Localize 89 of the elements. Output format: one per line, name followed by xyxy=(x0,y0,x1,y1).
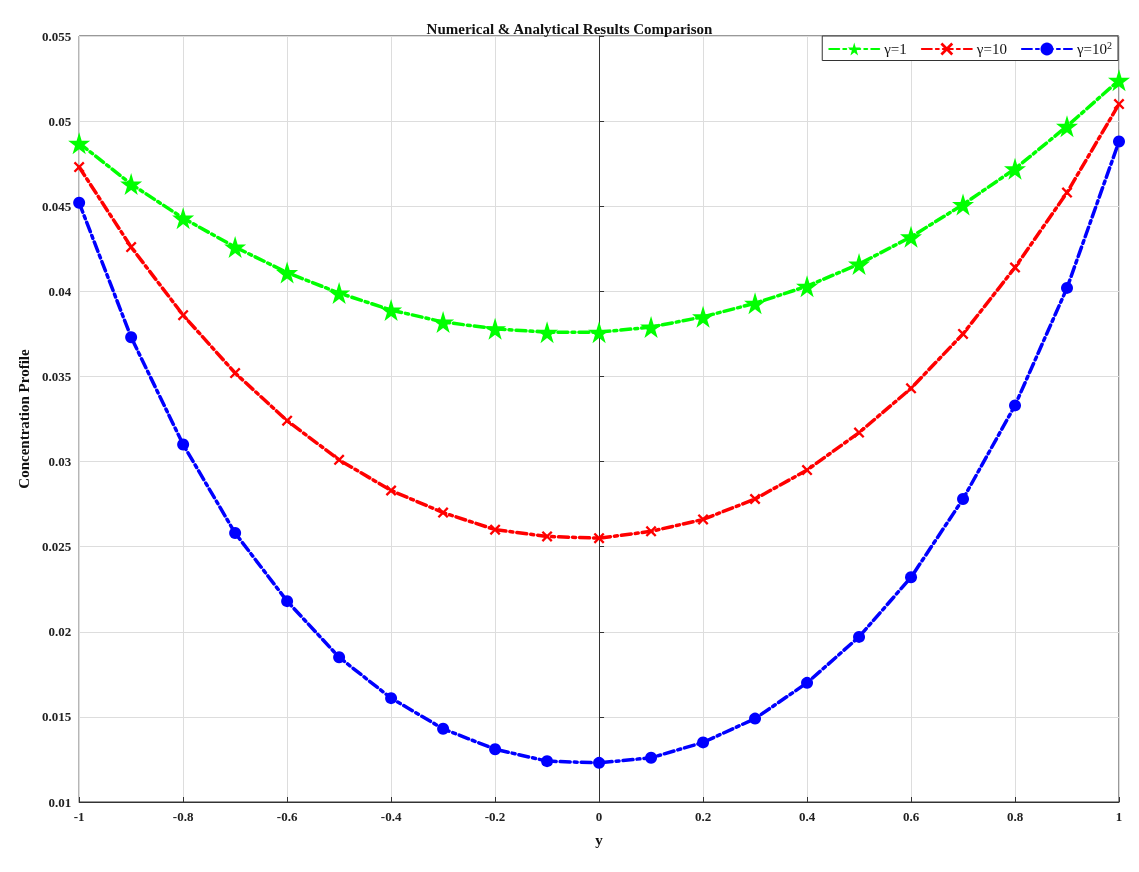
point xyxy=(905,382,917,394)
point xyxy=(593,532,605,544)
point xyxy=(744,292,767,315)
x-tick-label: 0.8 xyxy=(1006,809,1024,824)
point xyxy=(905,571,918,584)
point xyxy=(853,630,866,643)
point xyxy=(536,321,559,344)
x-tick-label: -0.6 xyxy=(276,809,298,824)
x-tick-label: 0.4 xyxy=(798,809,816,824)
point xyxy=(1009,399,1022,412)
point xyxy=(801,464,813,476)
point xyxy=(489,743,502,756)
y-tick-label: 0.015 xyxy=(41,709,72,725)
point xyxy=(177,309,189,321)
point xyxy=(749,712,762,725)
x-tick-label: 1 xyxy=(1115,809,1123,824)
point xyxy=(281,595,294,608)
x-tick-label: -0.2 xyxy=(484,809,506,824)
point xyxy=(432,310,455,333)
y-tick-label: 0.055 xyxy=(41,28,72,44)
point xyxy=(1004,157,1027,180)
point xyxy=(900,225,923,248)
point xyxy=(73,161,85,173)
point xyxy=(281,415,293,427)
point xyxy=(593,756,606,769)
point xyxy=(489,524,501,536)
point xyxy=(229,367,241,379)
y-tick-label: 0.01 xyxy=(48,794,72,810)
point xyxy=(1009,262,1021,273)
point xyxy=(385,692,398,705)
y-tick-label: 0.045 xyxy=(41,198,72,214)
y-tick-label: 0.05 xyxy=(48,113,72,129)
point xyxy=(645,525,657,537)
x-tick-label: -0.4 xyxy=(380,809,402,824)
x-tick-label: 0.2 xyxy=(694,809,712,824)
y-tick-label: 0.02 xyxy=(48,624,72,640)
point xyxy=(541,530,553,542)
x-tick-label: -0.8 xyxy=(172,809,194,824)
point xyxy=(328,282,351,305)
y-tick-label: 0.03 xyxy=(48,454,72,470)
point xyxy=(125,241,137,253)
point xyxy=(484,317,507,340)
point xyxy=(385,484,397,496)
point xyxy=(957,328,969,340)
point xyxy=(640,316,663,339)
point xyxy=(172,207,195,230)
legend-label: γ=10 xyxy=(975,41,1007,57)
point xyxy=(588,321,611,344)
point xyxy=(645,751,658,764)
point xyxy=(1056,115,1079,138)
point xyxy=(276,261,299,284)
point xyxy=(229,527,242,540)
x-tick-label: -1 xyxy=(73,809,85,824)
point xyxy=(177,438,190,451)
point xyxy=(749,493,761,505)
point xyxy=(224,236,247,259)
point xyxy=(380,299,403,322)
point xyxy=(1061,187,1073,199)
point xyxy=(697,513,709,525)
point xyxy=(952,193,975,216)
point xyxy=(1061,281,1074,294)
point xyxy=(437,722,450,735)
point xyxy=(697,736,710,749)
y-tick-label: 0.025 xyxy=(41,539,72,555)
point xyxy=(120,173,143,196)
legend-label: γ=1 xyxy=(883,41,907,57)
point xyxy=(853,427,865,439)
chart-title: Numerical & Analytical Results Comparison xyxy=(426,20,714,37)
x-axis-title: y xyxy=(595,831,604,848)
point xyxy=(692,305,715,328)
point xyxy=(801,676,814,689)
point xyxy=(848,253,871,276)
point xyxy=(68,132,91,155)
y-tick-label: 0.04 xyxy=(48,283,72,299)
y-tick-label: 0.035 xyxy=(41,368,72,384)
point xyxy=(333,454,345,466)
y-axis-title: Concentration Profile xyxy=(15,349,32,489)
point xyxy=(73,196,86,209)
point xyxy=(957,493,970,505)
point xyxy=(796,275,819,298)
point xyxy=(1113,98,1125,110)
x-tick-label: 0.6 xyxy=(902,809,920,824)
point xyxy=(437,507,449,519)
point xyxy=(333,651,346,664)
x-tick-label: 0 xyxy=(595,809,603,824)
point xyxy=(1113,135,1125,148)
point xyxy=(125,331,138,344)
point xyxy=(1108,69,1130,92)
point xyxy=(541,755,554,768)
